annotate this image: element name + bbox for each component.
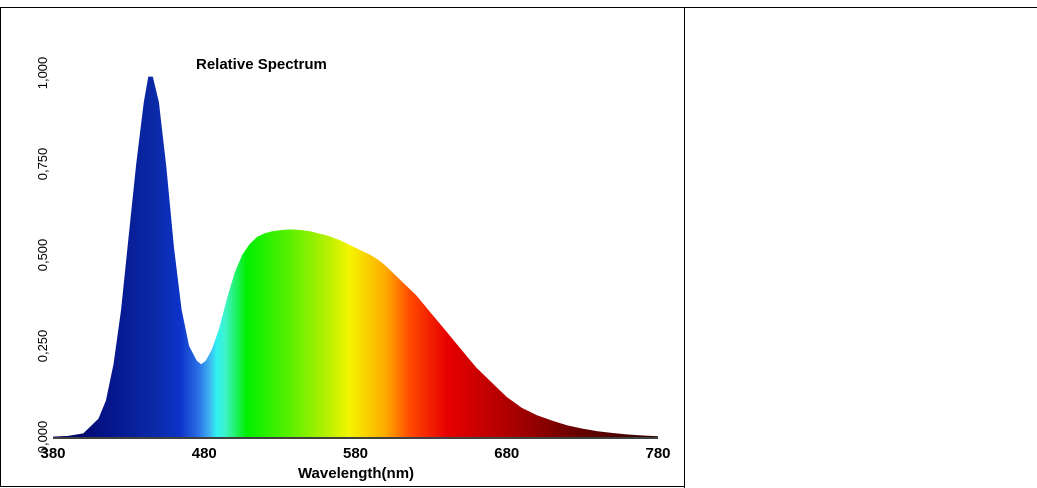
y-tick-label: 0,000 (35, 421, 50, 454)
y-tick-label: 1,000 (35, 57, 50, 90)
x-tick-label: 580 (343, 445, 368, 462)
x-axis-ticks: 380 480 580 680 780 (40, 437, 671, 462)
chart-title: Relative Spectrum (196, 56, 327, 73)
x-tick-label: 780 (645, 445, 670, 462)
y-tick-label: 0,250 (35, 330, 50, 363)
x-tick-label: 680 (494, 445, 519, 462)
x-axis-label: Wavelength(nm) (298, 465, 414, 482)
x-tick-label: 480 (192, 445, 217, 462)
x-tick-label: 380 (40, 445, 65, 462)
y-tick-label: 0,500 (35, 239, 50, 272)
spectrum-area (53, 76, 658, 437)
y-axis-ticks: 0,000 0,250 0,500 0,750 1,000 (35, 57, 50, 454)
y-tick-label: 0,750 (35, 148, 50, 181)
